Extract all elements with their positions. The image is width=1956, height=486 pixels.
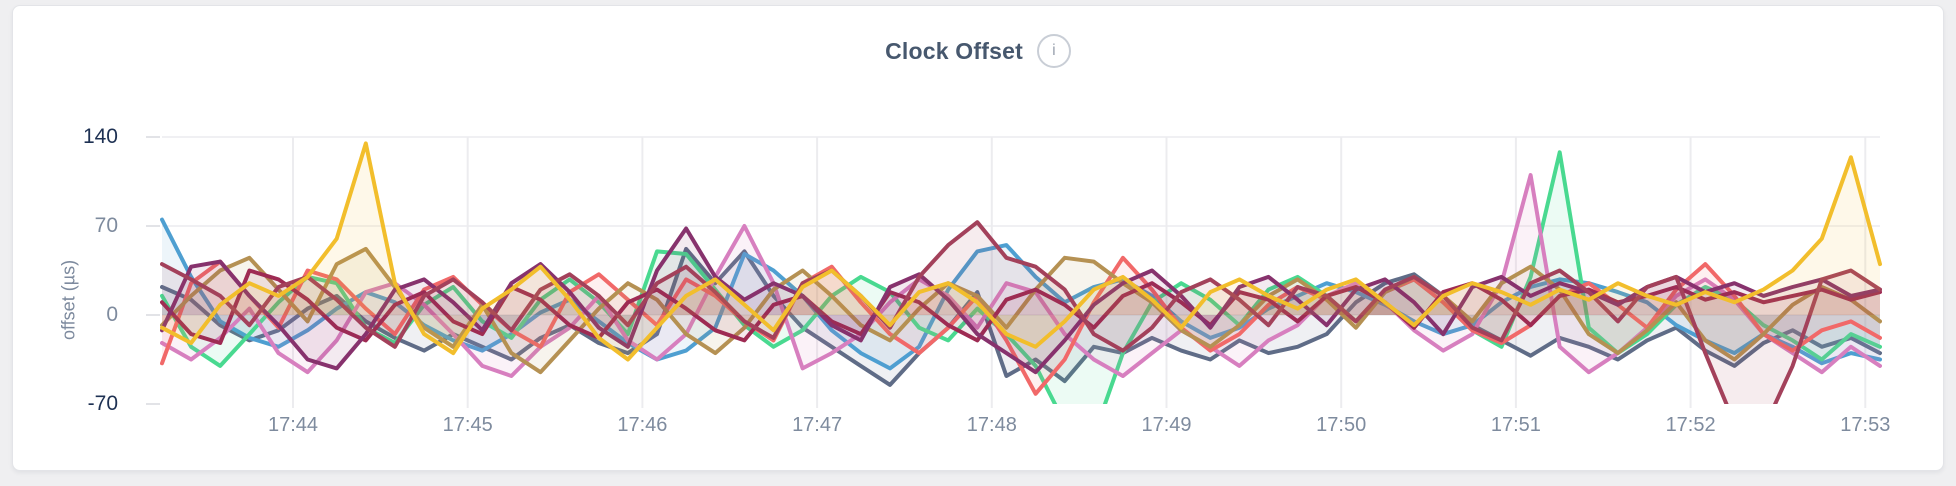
series-line-orchid [160, 173, 1882, 378]
series-area-slate [162, 248, 1880, 385]
series-line-khaki [160, 246, 1882, 375]
series-line-crimson [160, 268, 1882, 345]
series-area-green [162, 152, 1880, 404]
series-area-crimson [162, 270, 1880, 343]
info-icon[interactable]: i [1036, 34, 1071, 68]
series-area-maroon [162, 222, 1880, 404]
series-line-salmon [160, 255, 1882, 396]
series-line-green [160, 150, 1882, 404]
chart-card: Clock Offset i offset (µs) [12, 5, 1944, 471]
series-area-gold [162, 143, 1880, 360]
series-line-gold [160, 141, 1882, 362]
